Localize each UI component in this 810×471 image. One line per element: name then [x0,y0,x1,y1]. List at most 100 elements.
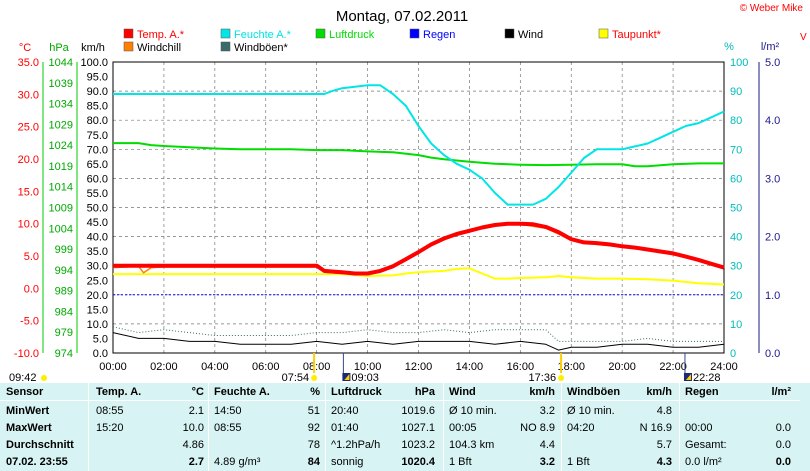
pressure-tick-label: 1014 [49,182,73,194]
temp-tick-label: 0.0 [24,283,39,295]
rain-value: 0.0 [775,456,791,468]
row-label: MaxWert [6,422,52,434]
moon-time: 09:42 [9,372,37,383]
humidity-tick-label: 100 [730,57,748,69]
wind-tick-label: 10.0 [87,319,108,331]
time-tick-label: 14:00 [456,361,484,373]
humidity-value: 51 [307,405,320,417]
legend-swatch [598,28,609,39]
time-tick-label: 12:00 [405,361,433,373]
wind-info: 00:05 [449,422,477,434]
chart-legend: Temp. A.* Feuchte A.* Luftdruck Regen Wind Ta… [123,28,662,54]
header-gust-unit: km/h [646,386,672,398]
temp-tick-label: -5.0 [20,316,39,328]
weather-chart: Montag, 07.02.2011 © Weber Mike V Temp. … [9,3,807,383]
pressure-tick-label: 1009 [49,203,73,215]
time-tick-label: 10:00 [354,361,382,373]
wind-tick-label: 15.0 [87,304,108,316]
pressure-tick-label: 984 [55,306,73,318]
pressure-value: 1020.4 [401,456,435,468]
wind-direction: NO 8.9 [520,422,555,434]
wind-tick-label: 40.0 [87,232,108,244]
temp-axis-unit: °C [19,42,31,54]
humidity-time: 4.89 g/m³ [214,456,261,468]
moonrise-time: 09:03 [351,372,379,383]
legend-label: Windchill [137,42,181,54]
row-label: 07.02. 23:55 [6,456,68,468]
legend-swatch [504,28,515,39]
time-tick-label: 06:00 [252,361,280,373]
wind-tick-label: 70.0 [87,144,108,156]
humidity-tick-label: 10 [730,319,742,331]
sunrise-time: 07:54 [282,372,310,383]
time-tick-label: 02:00 [150,361,178,373]
humidity-tick-label: 50 [730,203,742,215]
humidity-tick-label: 70 [730,144,742,156]
wind-tick-label: 5.0 [93,333,108,345]
time-tick-label: 04:00 [201,361,229,373]
sunset-time: 17:36 [529,372,557,383]
wind-tick-label: 100.0 [80,57,108,69]
wind-tick-label: 55.0 [87,188,108,200]
wind-tick-label: 75.0 [87,130,108,142]
wind-tick-label: 95.0 [87,72,108,84]
legend-swatch [409,28,420,39]
wind-tick-label: 20.0 [87,290,108,302]
chart-series [112,84,725,351]
series-line [113,267,725,286]
rain-value: 0.0 [775,439,791,451]
pressure-time: ^1.2hPa/h [331,439,381,451]
header-humidity: Feuchte A. [214,386,270,398]
temp-value: 2.7 [188,456,204,468]
chart-grid [113,62,724,353]
legend-label: Regen [423,29,455,41]
wind-value: 4.4 [539,439,555,451]
moon-phase-icon [685,374,691,380]
legend-swatch [123,28,134,39]
rain-value: 0.0 [775,422,791,434]
moonset-time: 22:28 [693,372,721,383]
wind-tick-label: 65.0 [87,159,108,171]
pressure-time: 20:40 [331,405,359,417]
rain-info: 00:00 [685,422,713,434]
pressure-tick-label: 974 [55,348,73,360]
pressure-tick-label: 979 [55,327,73,339]
wind-tick-label: 85.0 [87,101,108,113]
chart-title: Montag, 07.02.2011 [336,8,468,25]
header-pressure-unit: hPa [414,386,435,398]
humidity-tick-label: 20 [730,290,742,302]
gust-direction: N 16.9 [639,422,672,434]
table-edge [800,383,810,471]
gust-value: 4.3 [656,456,672,468]
time-tick-label: 00:00 [99,361,127,373]
header-rain: Regen [685,386,719,398]
summary-table: Sensor Temp. A. °C Feuchte A. % Luftdruc… [0,383,800,471]
rain-tick-label: 2.0 [765,232,780,244]
moon-icon [683,373,692,381]
humidity-time: 14:50 [214,405,242,417]
wind-tick-label: 50.0 [87,203,108,215]
sun-icon [311,375,318,381]
header-rain-unit: l/m² [771,386,791,398]
series-line [112,332,725,351]
header-pressure: Luftdruck [331,386,382,398]
pressure-time: 01:40 [331,422,359,434]
pressure-tick-label: 994 [55,265,73,277]
legend-label: Taupunkt* [612,29,662,41]
header-sensor: Sensor [6,386,44,398]
row-label: Durchschnitt [6,439,74,451]
axis-ticks: 35.0 30.0 25.0 20.0 15.0 10.0 5.0 0.0 -5.0 -10.0 1… [14,57,780,373]
wind-tick-label: 0.0 [93,348,108,360]
temp-tick-label: 25.0 [18,122,39,134]
series-line [113,84,725,206]
gust-value: 4.8 [656,405,672,417]
temp-value: 4.86 [182,439,204,451]
rain-axis-unit: l/m² [761,41,780,53]
humidity-tick-label: 30 [730,261,742,273]
temp-tick-label: 15.0 [18,186,39,198]
header-wind: Wind [449,386,476,398]
legend-label: Feuchte A.* [234,29,292,41]
wind-info: Ø 10 min. [449,405,497,417]
legend-swatch [123,41,134,52]
gust-info: Ø 10 min. [567,405,615,417]
